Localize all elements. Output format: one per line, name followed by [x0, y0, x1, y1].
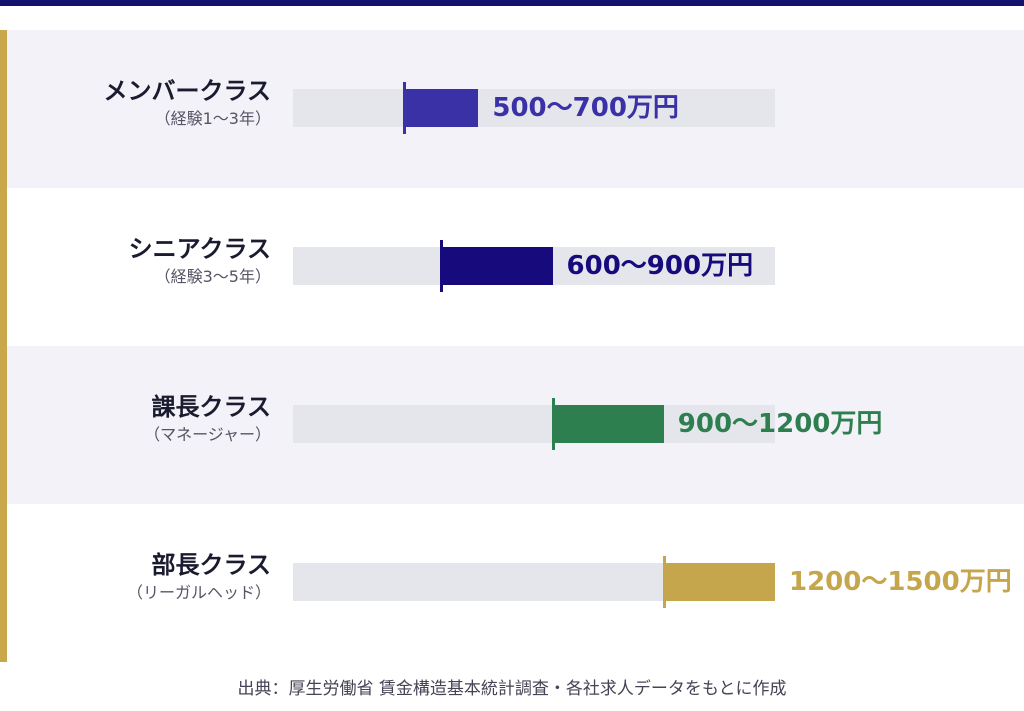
- range-value-label: 600〜900万円: [566, 251, 754, 281]
- category-label-block: シニアクラス （経験3〜5年）: [129, 234, 271, 288]
- category-label: メンバークラス: [103, 77, 271, 105]
- category-sublabel: （経験1〜3年）: [154, 109, 271, 128]
- category-sublabel: （リーガルヘッド）: [126, 583, 271, 602]
- range-start-marker: [403, 82, 407, 134]
- source-note: 出典：厚生労働省 賃金構造基本統計調査・各社求人データをもとに作成: [237, 679, 787, 699]
- range-bar: [404, 89, 479, 127]
- range-start-marker: [440, 240, 444, 292]
- category-label-block: メンバークラス （経験1〜3年）: [103, 76, 271, 130]
- range-start-marker: [662, 556, 666, 608]
- bar-track: [293, 89, 775, 127]
- range-bar: [552, 405, 664, 443]
- category-label: 課長クラス: [151, 393, 271, 421]
- category-sublabel: （マネージャー）: [144, 425, 271, 444]
- range-value-label: 900〜1200万円: [677, 409, 883, 439]
- category-sublabel: （経験3〜5年）: [154, 267, 271, 286]
- range-start-marker: [551, 398, 555, 450]
- range-bar: [663, 563, 775, 601]
- range-bar: [441, 247, 553, 285]
- bar-track: [293, 405, 775, 443]
- category-label: シニアクラス: [128, 235, 271, 263]
- category-label: 部長クラス: [151, 551, 271, 579]
- left-accent-rule: [0, 30, 7, 662]
- range-value-label: 1200〜1500万円: [789, 567, 1012, 597]
- header-accent-bar: [0, 0, 1024, 6]
- range-value-label: 500〜700万円: [492, 93, 679, 123]
- category-label-block: 課長クラス （マネージャー）: [144, 392, 271, 446]
- category-label-block: 部長クラス （リーガルヘッド）: [127, 550, 271, 604]
